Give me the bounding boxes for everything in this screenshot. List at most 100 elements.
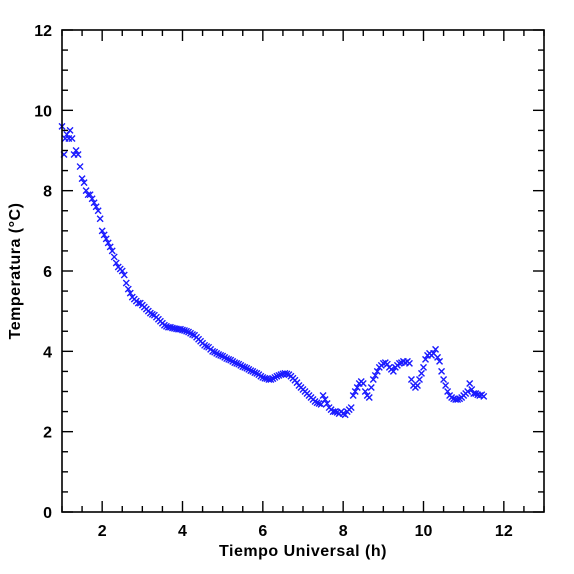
data-point bbox=[231, 359, 239, 367]
data-point bbox=[118, 267, 126, 275]
data-point bbox=[259, 373, 267, 381]
data-point bbox=[215, 351, 223, 359]
y-tick-label: 4 bbox=[43, 344, 52, 361]
data-point bbox=[407, 375, 415, 383]
data-point bbox=[371, 371, 379, 379]
data-point bbox=[359, 379, 367, 387]
data-point bbox=[86, 191, 94, 199]
x-tick-label: 10 bbox=[415, 523, 433, 540]
data-point bbox=[120, 271, 128, 279]
data-point bbox=[442, 381, 450, 389]
data-point bbox=[313, 399, 321, 407]
data-point bbox=[389, 367, 397, 375]
data-point bbox=[183, 327, 191, 335]
data-point bbox=[203, 343, 211, 351]
data-point bbox=[80, 179, 88, 187]
data-point bbox=[434, 353, 442, 361]
y-tick-labels: 0 2 4 6 8 10 12 bbox=[34, 23, 52, 522]
data-point bbox=[217, 351, 225, 359]
data-point bbox=[341, 411, 349, 419]
data-point bbox=[367, 383, 375, 391]
data-points bbox=[58, 122, 488, 419]
data-point bbox=[94, 207, 102, 215]
x-axis-label: Tiempo Universal (h) bbox=[219, 543, 387, 560]
data-point bbox=[124, 285, 132, 293]
y-axis-label: Temperatura (°C) bbox=[7, 203, 24, 340]
data-point bbox=[76, 163, 84, 171]
x-tick-label: 2 bbox=[98, 523, 107, 540]
data-point bbox=[383, 360, 391, 368]
data-point bbox=[438, 367, 446, 375]
data-point bbox=[88, 195, 96, 203]
data-point bbox=[283, 370, 291, 378]
y-tick-label: 8 bbox=[43, 184, 52, 201]
data-point bbox=[267, 375, 275, 383]
data-point bbox=[470, 390, 478, 398]
data-point bbox=[261, 374, 269, 382]
data-point bbox=[90, 199, 98, 207]
data-point bbox=[106, 243, 114, 251]
x-tick-label: 8 bbox=[339, 523, 348, 540]
data-point bbox=[102, 235, 110, 243]
data-point bbox=[179, 326, 186, 334]
data-point bbox=[415, 375, 423, 383]
data-point bbox=[100, 231, 108, 239]
data-point bbox=[96, 215, 104, 223]
data-point bbox=[134, 299, 142, 307]
x-tick-label: 12 bbox=[495, 523, 513, 540]
data-point bbox=[112, 259, 120, 267]
data-point bbox=[74, 151, 82, 159]
data-point bbox=[78, 175, 86, 183]
data-point bbox=[126, 289, 134, 297]
data-point bbox=[241, 363, 249, 371]
data-point bbox=[420, 363, 427, 371]
data-point bbox=[413, 381, 421, 389]
data-point bbox=[480, 392, 488, 400]
data-point bbox=[98, 227, 106, 235]
data-point bbox=[104, 239, 112, 247]
data-point bbox=[365, 394, 373, 402]
data-point bbox=[181, 326, 189, 334]
data-point bbox=[247, 367, 255, 375]
data-point bbox=[436, 357, 444, 365]
data-point bbox=[72, 147, 80, 154]
data-point bbox=[444, 388, 452, 395]
data-point bbox=[273, 372, 281, 380]
data-point bbox=[209, 347, 217, 355]
y-tick-label: 2 bbox=[43, 425, 52, 442]
data-point bbox=[148, 310, 156, 318]
x-tick-labels: 2 4 6 8 10 12 bbox=[98, 523, 513, 540]
data-point bbox=[166, 323, 174, 331]
data-point bbox=[373, 367, 381, 375]
data-point bbox=[405, 359, 413, 367]
data-point bbox=[464, 388, 472, 395]
x-tick-label: 4 bbox=[178, 523, 187, 540]
data-point bbox=[122, 279, 130, 287]
data-point bbox=[319, 392, 327, 400]
data-point bbox=[353, 383, 361, 391]
data-point bbox=[395, 359, 403, 367]
data-point bbox=[233, 359, 241, 367]
y-tick-label: 12 bbox=[34, 23, 52, 40]
data-point bbox=[331, 408, 339, 416]
data-point bbox=[417, 369, 425, 377]
data-point bbox=[466, 379, 474, 387]
plot-frame bbox=[61, 29, 545, 513]
data-point bbox=[239, 363, 247, 371]
x-tick-label: 6 bbox=[258, 523, 267, 540]
data-point bbox=[422, 355, 430, 363]
data-point bbox=[108, 247, 116, 255]
data-point bbox=[92, 203, 100, 211]
data-point bbox=[321, 396, 329, 404]
data-point bbox=[68, 134, 76, 142]
data-point bbox=[454, 396, 462, 404]
data-point bbox=[223, 355, 231, 363]
data-point bbox=[189, 330, 197, 338]
data-point bbox=[66, 126, 74, 134]
data-point bbox=[349, 392, 357, 400]
data-point bbox=[351, 388, 359, 395]
data-point bbox=[432, 345, 440, 353]
data-point bbox=[281, 369, 289, 377]
data-point bbox=[225, 355, 233, 363]
